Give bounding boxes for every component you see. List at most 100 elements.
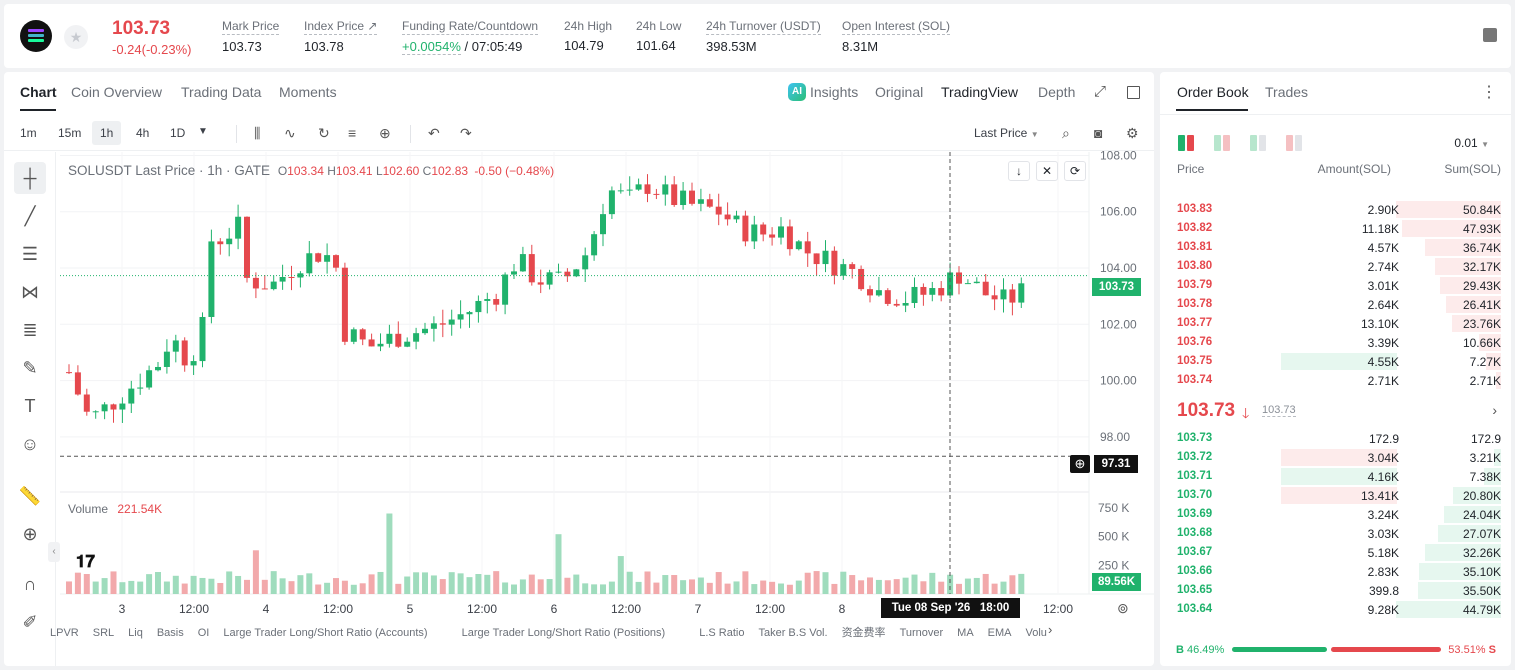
tab-trading-data[interactable]: Trading Data xyxy=(181,84,262,100)
indicator-10[interactable]: Turnover xyxy=(899,627,944,639)
pattern-icon[interactable]: ⋈ xyxy=(21,282,39,302)
ask-row[interactable]: 103.75 4.55K 7.27K xyxy=(1160,352,1511,371)
ruler-icon[interactable]: 📏 xyxy=(18,486,42,506)
view-asks-icon[interactable] xyxy=(1286,135,1302,151)
fib-icon[interactable]: ≣ xyxy=(22,320,38,340)
add-alert-icon[interactable]: ⊕ xyxy=(1070,455,1090,473)
favorite-star-icon[interactable]: ★ xyxy=(64,25,88,49)
horizontal-lines-icon[interactable]: ☰ xyxy=(21,244,39,264)
ask-row[interactable]: 103.80 2.74K 32.17K xyxy=(1160,257,1511,276)
bid-row[interactable]: 103.67 5.18K 32.26K xyxy=(1160,543,1511,562)
stat-funding-rate[interactable]: Funding Rate/Countdown +0.0054% / 07:05:… xyxy=(402,19,539,55)
expand-icon[interactable]: ⤢ xyxy=(1094,83,1107,100)
tab-original[interactable]: Original xyxy=(875,84,924,100)
timeframe-dropdown-icon[interactable]: ▼ xyxy=(198,126,208,137)
emoji-icon[interactable]: ☺ xyxy=(20,434,40,454)
brush-icon[interactable]: ✎ xyxy=(22,358,38,378)
bid-row[interactable]: 103.65 399.8 35.50K xyxy=(1160,581,1511,600)
volume-bar xyxy=(502,582,509,594)
magnet-icon[interactable]: ∩ xyxy=(23,574,37,594)
scroll-down-icon[interactable]: ↓ xyxy=(1008,161,1030,181)
pencil-lock-icon[interactable]: ✐ xyxy=(22,612,38,632)
timeframe-15m[interactable]: 15m xyxy=(58,126,82,140)
window-icon[interactable] xyxy=(1127,86,1140,99)
chevron-right-icon[interactable]: › xyxy=(1492,402,1497,418)
bid-row[interactable]: 103.64 9.28K 44.79K xyxy=(1160,600,1511,619)
text-icon[interactable]: T xyxy=(24,396,36,416)
candle-body xyxy=(706,199,713,207)
zoom-in-icon[interactable]: ⊕ xyxy=(22,524,38,544)
view-bids-icon[interactable] xyxy=(1250,135,1266,151)
trend-line-icon[interactable]: ╱ xyxy=(24,206,36,226)
ask-row[interactable]: 103.78 2.64K 26.41K xyxy=(1160,295,1511,314)
bid-row[interactable]: 103.69 3.24K 24.04K xyxy=(1160,505,1511,524)
indicator-6[interactable]: Large Trader Long/Short Ratio (Positions… xyxy=(461,627,666,639)
price-chart[interactable]: 108.00 106.00 104.00 102.00 100.00 98.00 750 K… xyxy=(4,72,1154,666)
indicator-7[interactable]: L.S Ratio xyxy=(699,627,745,639)
bid-row[interactable]: 103.70 13.41K 20.80K xyxy=(1160,486,1511,505)
ask-row[interactable]: 103.79 3.01K 29.43K xyxy=(1160,276,1511,295)
depth-bar xyxy=(1496,372,1501,389)
ask-row[interactable]: 103.82 11.18K 47.93K xyxy=(1160,219,1511,238)
indicator-3[interactable]: Basis xyxy=(156,627,184,639)
indicators-icon[interactable]: ∿ xyxy=(284,125,296,141)
ask-row[interactable]: 103.77 13.10K 23.76K xyxy=(1160,314,1511,333)
undo-icon[interactable]: ↶ xyxy=(428,125,440,141)
bid-row[interactable]: 103.72 3.04K 3.21K xyxy=(1160,448,1511,467)
indicator-4[interactable]: OI xyxy=(197,627,210,639)
bid-row[interactable]: 103.73 172.9 172.9 xyxy=(1160,429,1511,448)
stat-open-interest[interactable]: Open Interest (SOL) 8.31M xyxy=(842,19,951,54)
add-indicator-icon[interactable]: ⊕ xyxy=(379,125,391,141)
tab-moments[interactable]: Moments xyxy=(279,84,337,100)
layout-icon[interactable]: ≡ xyxy=(348,125,357,141)
tab-depth[interactable]: Depth xyxy=(1038,84,1076,100)
search-icon[interactable]: ⌕ xyxy=(1062,125,1070,141)
timeframe-1d[interactable]: 1D xyxy=(170,126,186,140)
ask-row[interactable]: 103.76 3.39K 10.66K xyxy=(1160,333,1511,352)
tab-tradingview[interactable]: TradingView xyxy=(941,84,1019,100)
bid-row[interactable]: 103.66 2.83K 35.10K xyxy=(1160,562,1511,581)
tick-size-select[interactable]: 0.01 ▼ xyxy=(1454,136,1489,150)
stat-index-price[interactable]: Index Price ↗ 103.78 xyxy=(304,19,378,54)
tab-insights[interactable]: Insights xyxy=(810,84,859,100)
view-both-light-icon[interactable] xyxy=(1214,135,1230,151)
chevron-right-icon[interactable]: › xyxy=(1048,622,1053,637)
collapse-icon[interactable]: ✕ xyxy=(1036,161,1058,181)
indicator-9[interactable]: 资金费率 xyxy=(841,627,886,639)
indicator-13[interactable]: Volu xyxy=(1025,627,1047,639)
stat-mark-price[interactable]: Mark Price 103.73 xyxy=(222,19,280,54)
gear-icon[interactable]: ⚙ xyxy=(1126,125,1139,141)
indicator-1[interactable]: SRL xyxy=(92,627,115,639)
redo-icon[interactable]: ↷ xyxy=(460,125,472,141)
ask-row[interactable]: 103.83 2.90K 50.84K xyxy=(1160,200,1511,219)
timeframe-1h[interactable]: 1h xyxy=(92,121,122,145)
timeframe-4h[interactable]: 4h xyxy=(136,126,150,140)
tab-coin-overview[interactable]: Coin Overview xyxy=(71,84,163,100)
candle-type-icon[interactable]: ⫼ xyxy=(254,125,261,141)
indicator-11[interactable]: MA xyxy=(957,627,974,639)
refresh-icon[interactable]: ⟳ xyxy=(1064,161,1086,181)
indicator-2[interactable]: Liq xyxy=(128,627,143,639)
stat-24h-turnover[interactable]: 24h Turnover (USDT) 398.53M xyxy=(706,19,821,54)
indicator-12[interactable]: EMA xyxy=(987,627,1012,639)
price-type-select[interactable]: Last Price ▼ xyxy=(974,126,1039,140)
settings-icon[interactable]: ⊚ xyxy=(1117,600,1129,616)
indicator-8[interactable]: Taker B.S Vol. xyxy=(758,627,828,639)
tab-chart[interactable]: Chart xyxy=(20,84,57,100)
camera-icon[interactable]: ◙ xyxy=(1094,125,1103,141)
crosshair-icon[interactable]: ┼ xyxy=(14,162,46,194)
more-icon[interactable]: ⋮ xyxy=(1481,84,1497,101)
view-both-icon[interactable] xyxy=(1178,135,1194,151)
ask-row[interactable]: 103.74 2.71K 2.71K xyxy=(1160,371,1511,390)
indicator-0[interactable]: LPVR xyxy=(50,627,79,639)
bid-row[interactable]: 103.71 4.16K 7.38K xyxy=(1160,467,1511,486)
tab-trades[interactable]: Trades xyxy=(1265,84,1309,100)
tab-order-book[interactable]: Order Book xyxy=(1177,84,1249,100)
indicator-5[interactable]: Large Trader Long/Short Ratio (Accounts) xyxy=(223,627,428,639)
bid-row[interactable]: 103.68 3.03K 27.07K xyxy=(1160,524,1511,543)
chevron-left-icon[interactable]: ‹ xyxy=(48,542,60,562)
compare-icon[interactable]: ↻ xyxy=(318,125,330,141)
book-icon[interactable] xyxy=(1483,28,1497,42)
timeframe-1m[interactable]: 1m xyxy=(20,126,37,140)
ask-row[interactable]: 103.81 4.57K 36.74K xyxy=(1160,238,1511,257)
